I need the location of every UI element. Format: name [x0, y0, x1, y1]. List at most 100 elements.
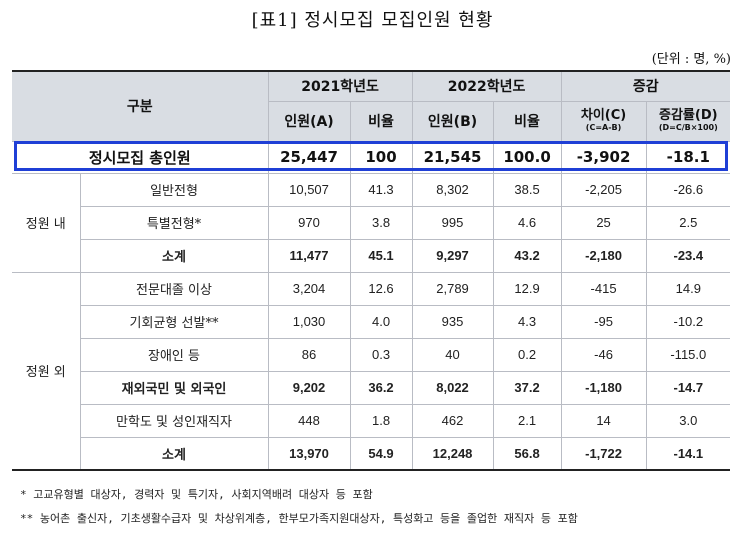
cell-rate: -23.4 [645, 238, 731, 273]
header-diff: 차이(C) (C=A-B) [560, 100, 647, 142]
cell-a-ratio: 54.9 [349, 436, 413, 471]
cell-rate: -14.1 [645, 436, 731, 471]
cell-b-ratio: 12.9 [492, 271, 562, 306]
subtotal-row: 소계 11,477 45.1 9,297 43.2 -2,180 -23.4 [12, 238, 731, 273]
cell-rate: 14.9 [645, 271, 731, 306]
cell-diff: 14 [560, 403, 647, 438]
cell-b: 9,297 [411, 238, 494, 273]
cell-a: 86 [267, 337, 351, 372]
unit-label: (단위 : 명, %) [651, 52, 731, 67]
table-row: 재외국민 및 외국인 9,202 36.2 8,022 37.2 -1,180 … [12, 370, 731, 405]
cell-b-ratio: 4.6 [492, 205, 562, 240]
row-label: 재외국민 및 외국인 [80, 370, 269, 405]
group-label: 정원 내 [12, 172, 81, 273]
header-ratio-2022: 비율 [492, 100, 562, 142]
header-year-2021: 2021학년도 [267, 70, 413, 102]
cell-diff: -2,180 [560, 238, 647, 273]
total-a-ratio: 100 [349, 140, 413, 174]
cell-b: 462 [411, 403, 494, 438]
cell-rate: -115.0 [645, 337, 731, 372]
cell-b: 935 [411, 304, 494, 339]
cell-b-ratio: 2.1 [492, 403, 562, 438]
total-label: 정시모집 총인원 [12, 140, 269, 174]
cell-diff: -95 [560, 304, 647, 339]
cell-a-ratio: 45.1 [349, 238, 413, 273]
header-diff-label: 차이(C) [580, 108, 627, 123]
cell-diff: -46 [560, 337, 647, 372]
row-label: 일반전형 [79, 172, 269, 207]
cell-a: 448 [267, 403, 351, 438]
table-row: 특별전형* 970 3.8 995 4.6 25 2.5 [12, 205, 731, 240]
header-rate-label: 증감률(D) [659, 108, 718, 123]
total-row: 정시모집 총인원 25,447 100 21,545 100.0 -3,902 … [12, 140, 731, 174]
cell-diff: -1,180 [560, 370, 647, 405]
cell-diff: -2,205 [560, 172, 647, 207]
cell-b: 8,022 [411, 370, 494, 405]
cell-a: 9,202 [267, 370, 351, 405]
table-row: 정원 내 일반전형 10,507 41.3 8,302 38.5 -2,205 … [12, 172, 731, 273]
header-rate: 증감률(D) (D=C/B×100) [645, 100, 731, 142]
cell-b: 12,248 [411, 436, 494, 471]
total-b-ratio: 100.0 [492, 140, 562, 174]
cell-b: 2,789 [411, 271, 494, 306]
row-label: 기회균형 선발** [80, 304, 269, 339]
cell-a: 13,970 [267, 436, 351, 471]
footnote-1: * 고교유형별 대상자, 경력자 및 특기자, 사회지역배려 대상자 등 포함 [20, 488, 373, 501]
cell-a: 1,030 [267, 304, 351, 339]
header-year-2022: 2022학년도 [411, 70, 562, 102]
row-label: 만학도 및 성인재직자 [80, 403, 269, 438]
cell-b: 8,302 [411, 172, 494, 207]
cell-diff: -415 [560, 271, 647, 306]
subtotal-row: 소계 13,970 54.9 12,248 56.8 -1,722 -14.1 [12, 436, 731, 471]
table-row: 장애인 등 86 0.3 40 0.2 -46 -115.0 [12, 337, 731, 372]
recruitment-table: 구분 2021학년도 2022학년도 증감 인원(A) 비율 인원(B) 비율 … [12, 70, 731, 471]
cell-rate: 3.0 [645, 403, 731, 438]
table-row: 만학도 및 성인재직자 448 1.8 462 2.1 14 3.0 [12, 403, 731, 438]
total-diff: -3,902 [560, 140, 647, 174]
table-title: [표1] 정시모집 모집인원 현황 [251, 10, 494, 31]
cell-a-ratio: 3.8 [349, 205, 413, 240]
cell-a-ratio: 0.3 [349, 337, 413, 372]
cell-a: 10,507 [267, 172, 351, 207]
cell-b: 995 [411, 205, 494, 240]
header-ratio-2021: 비율 [349, 100, 413, 142]
table-row: 기회균형 선발** 1,030 4.0 935 4.3 -95 -10.2 [12, 304, 731, 339]
header-category: 구분 [12, 70, 269, 142]
group-label: 정원 외 [12, 271, 81, 471]
cell-a: 970 [267, 205, 351, 240]
cell-rate: -14.7 [645, 370, 731, 405]
row-label: 특별전형* [80, 205, 269, 240]
cell-b-ratio: 38.5 [492, 172, 562, 207]
header-change: 증감 [560, 70, 731, 102]
footnote-2: ** 농어촌 출신자, 기초생활수급자 및 차상위계층, 한부모가족지원대상자,… [20, 512, 578, 525]
row-label: 소계 [80, 238, 269, 273]
header-rate-formula: (D=C/B×100) [658, 123, 718, 132]
cell-b-ratio: 37.2 [492, 370, 562, 405]
cell-a-ratio: 4.0 [349, 304, 413, 339]
cell-a-ratio: 36.2 [349, 370, 413, 405]
cell-a-ratio: 12.6 [349, 271, 413, 306]
cell-b-ratio: 4.3 [492, 304, 562, 339]
cell-rate: 2.5 [645, 205, 731, 240]
row-label: 전문대졸 이상 [79, 271, 269, 306]
row-label: 장애인 등 [80, 337, 269, 372]
cell-b-ratio: 43.2 [492, 238, 562, 273]
cell-a-ratio: 1.8 [349, 403, 413, 438]
cell-a-ratio: 41.3 [349, 172, 413, 207]
cell-b-ratio: 56.8 [492, 436, 562, 471]
total-rate: -18.1 [645, 140, 731, 174]
header-diff-formula: (C=A-B) [585, 123, 622, 132]
row-label: 소계 [80, 436, 269, 471]
total-b: 21,545 [411, 140, 494, 174]
table-row: 정원 외 전문대졸 이상 3,204 12.6 2,789 12.9 -415 … [12, 271, 731, 471]
cell-b: 40 [411, 337, 494, 372]
cell-b-ratio: 0.2 [492, 337, 562, 372]
header-count-b: 인원(B) [411, 100, 494, 142]
cell-diff: -1,722 [560, 436, 647, 471]
header-count-a: 인원(A) [268, 100, 351, 142]
cell-a: 3,204 [267, 271, 351, 306]
total-a: 25,447 [267, 140, 351, 174]
cell-a: 11,477 [267, 238, 351, 273]
cell-rate: -10.2 [645, 304, 731, 339]
cell-diff: 25 [560, 205, 647, 240]
